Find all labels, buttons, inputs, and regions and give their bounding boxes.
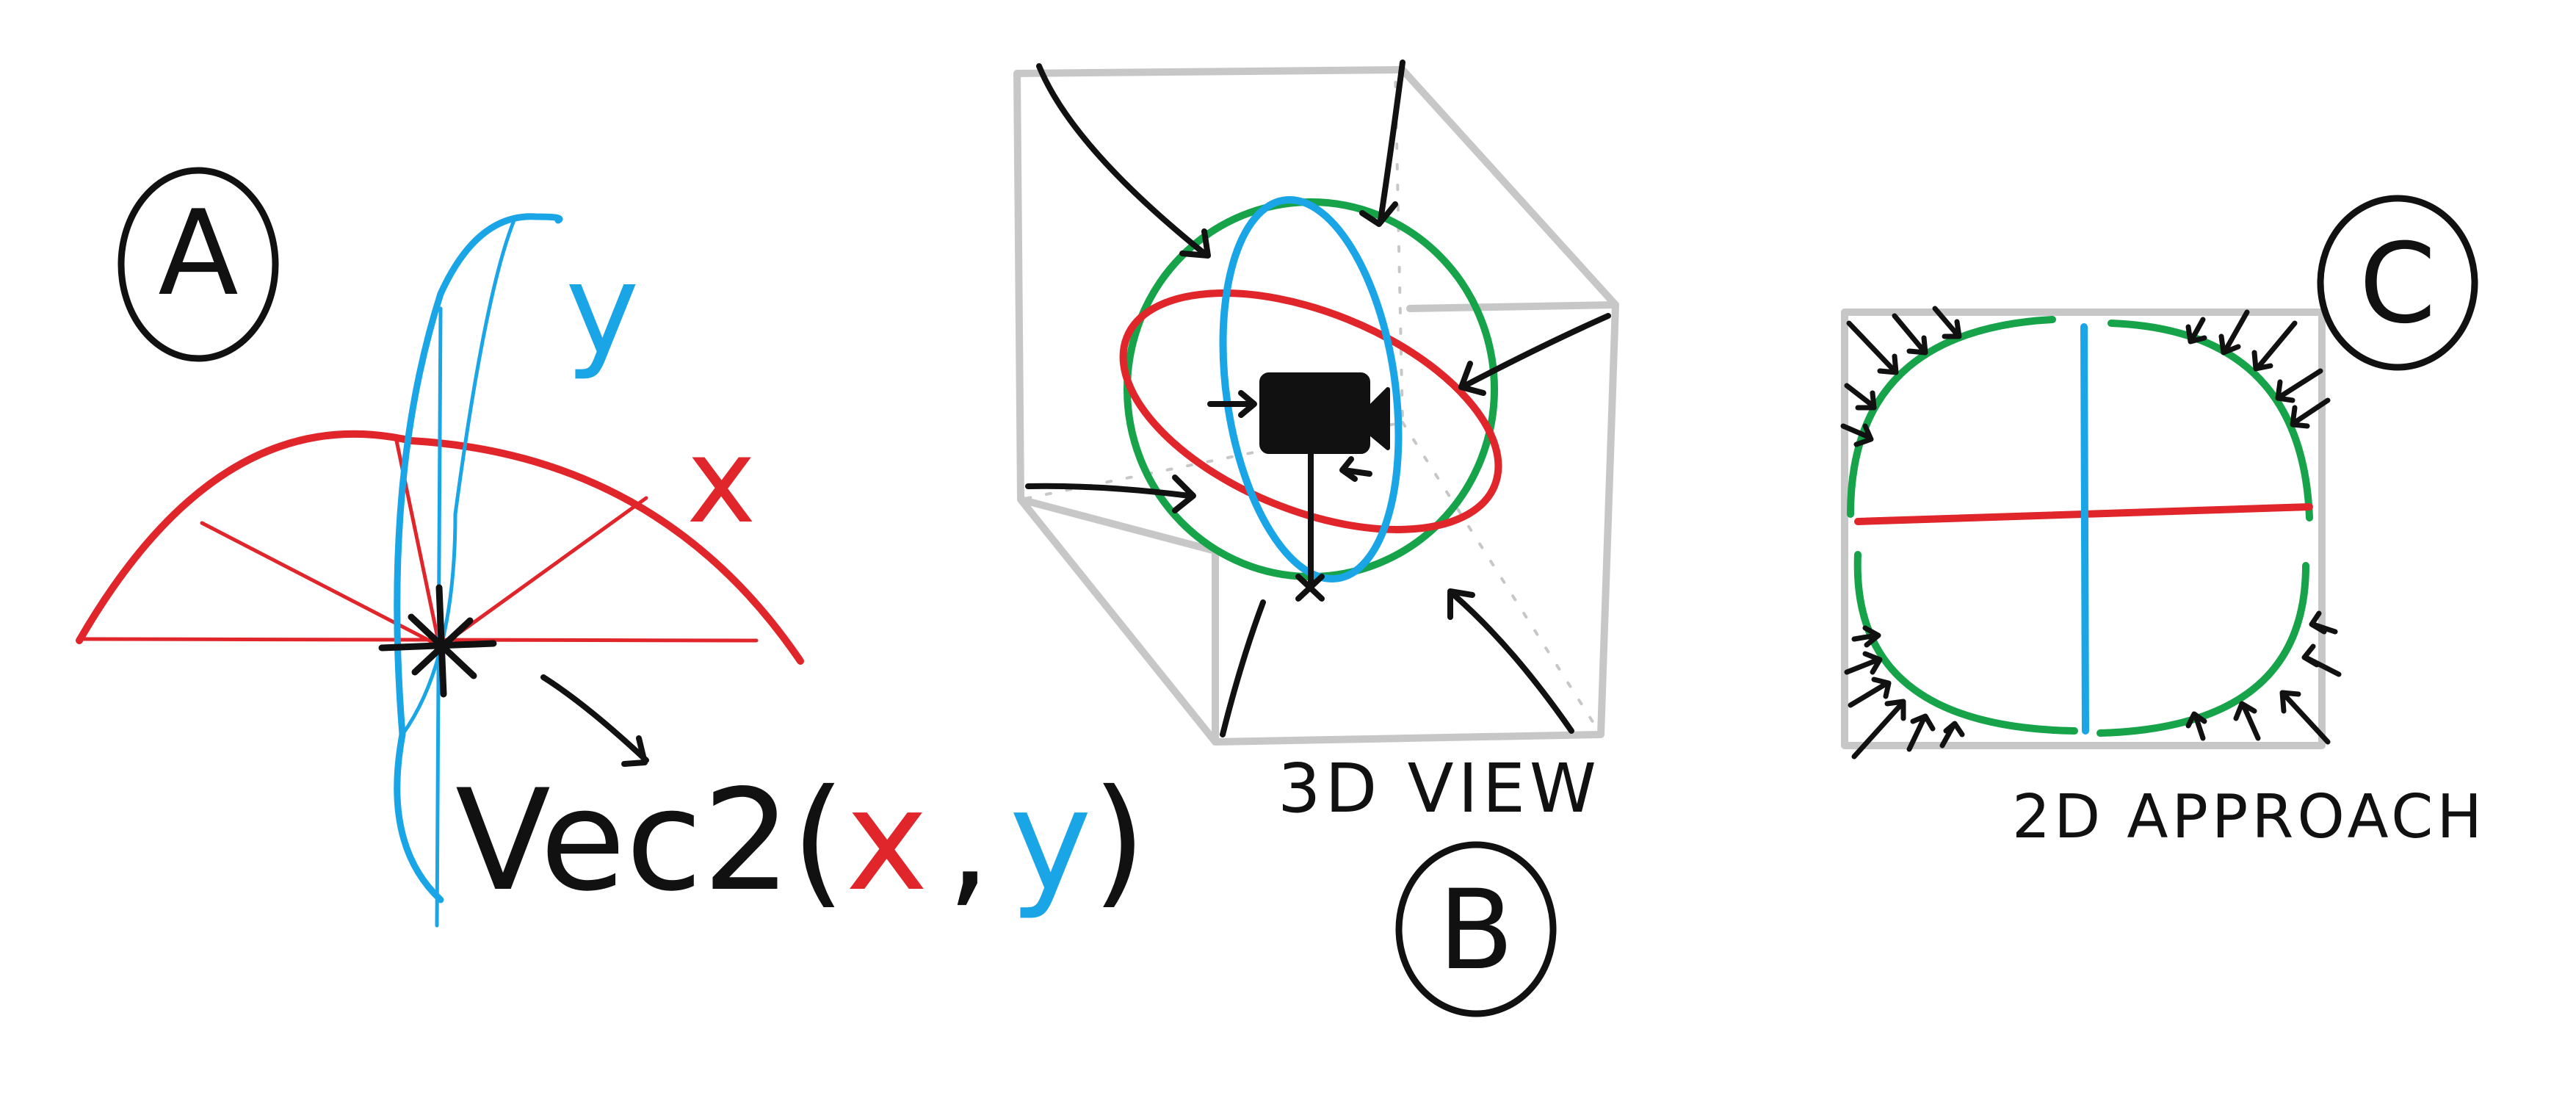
arrow-bottom-left-icon — [1220, 599, 1266, 737]
x-axis-ray-left — [200, 521, 443, 649]
arrow-bl-4-icon — [1844, 651, 1883, 675]
arrow-br-3-icon — [2185, 711, 2207, 741]
arrow-left-icon — [1025, 475, 1196, 513]
y-axis-outer-curve — [394, 213, 563, 903]
x-axis-baseline — [82, 637, 759, 643]
video-camera-icon — [1259, 372, 1390, 591]
pointer-arrow-icon — [540, 674, 649, 767]
arrow-cam-left-icon — [1207, 390, 1257, 418]
panel-b-label: B — [1439, 867, 1514, 995]
arrow-tl-1-icon — [1846, 320, 1899, 375]
z-axis-rounded-outline — [1847, 316, 2313, 737]
x-axis-arc — [76, 430, 804, 665]
panel-c-label-circle — [2317, 195, 2478, 371]
y-axis-label: y — [565, 237, 640, 383]
vec2-sep: , — [947, 760, 991, 922]
y-axis-inner-line — [400, 218, 516, 737]
arrow-tl-5-icon — [1840, 423, 1874, 447]
x-axis-label: x — [687, 412, 756, 549]
arrow-tr-4-icon — [2275, 368, 2323, 403]
vec2-formula: Vec2(x, y) — [455, 760, 1146, 922]
arrow-br-5-icon — [2309, 610, 2338, 635]
arrow-br-2-icon — [2233, 701, 2261, 741]
square-frame — [1841, 309, 2326, 749]
vec2-y: y — [1009, 760, 1091, 922]
axis-cross-icon — [1295, 574, 1325, 602]
vec2-prefix: Vec2( — [455, 760, 846, 922]
panel-b-label-circle — [1395, 841, 1557, 1017]
arrow-tl-2-icon — [1892, 313, 1928, 356]
arrow-br-1-icon — [2279, 690, 2331, 745]
panel-c: C 2D APPROACH — [1840, 195, 2486, 852]
arrow-bl-1-icon — [1851, 699, 1906, 760]
arrow-bl-3-icon — [1939, 721, 1965, 748]
arrow-cam-right-icon — [1339, 456, 1372, 482]
arrow-top-left-icon — [1036, 63, 1211, 259]
arrow-tl-4-icon — [1844, 383, 1877, 411]
arrow-tr-3-icon — [2251, 320, 2298, 372]
arrow-bottom-right-icon — [1447, 588, 1574, 734]
arrow-br-4-icon — [2301, 643, 2342, 677]
x-axis-ray-right — [438, 496, 648, 649]
y-axis-line — [2080, 323, 2089, 735]
panel-a-label-circle — [117, 167, 279, 362]
arrow-tr-1-icon — [2185, 317, 2207, 345]
vec2-x: x — [846, 760, 928, 922]
arrow-tr-2-icon — [2218, 309, 2250, 356]
arrow-right-icon — [1458, 313, 1611, 396]
arrow-tl-3-icon — [1932, 306, 1962, 339]
arrow-bl-2-icon — [1906, 713, 1936, 752]
panel-b: 3D VIEW B — [1013, 59, 1619, 1017]
panel-b-caption: 3D VIEW — [1278, 749, 1601, 828]
arrow-bl-6-icon — [1851, 625, 1881, 648]
inward-arrows — [1025, 59, 1611, 737]
x-axis-ring — [1119, 289, 1502, 533]
origin-star-icon — [378, 584, 497, 698]
panel-c-label: C — [2359, 220, 2436, 348]
vec2-suffix: ) — [1092, 760, 1146, 922]
arrow-tr-5-icon — [2290, 397, 2331, 429]
corner-arrows — [1840, 306, 2342, 760]
panel-c-caption: 2D APPROACH — [2012, 782, 2486, 852]
arrow-bl-5-icon — [1848, 677, 1892, 708]
arrow-top-right-icon — [1359, 59, 1405, 227]
panel-a-label: A — [158, 184, 238, 322]
panel-a: A y x Vec2(x, y) — [76, 167, 1146, 928]
